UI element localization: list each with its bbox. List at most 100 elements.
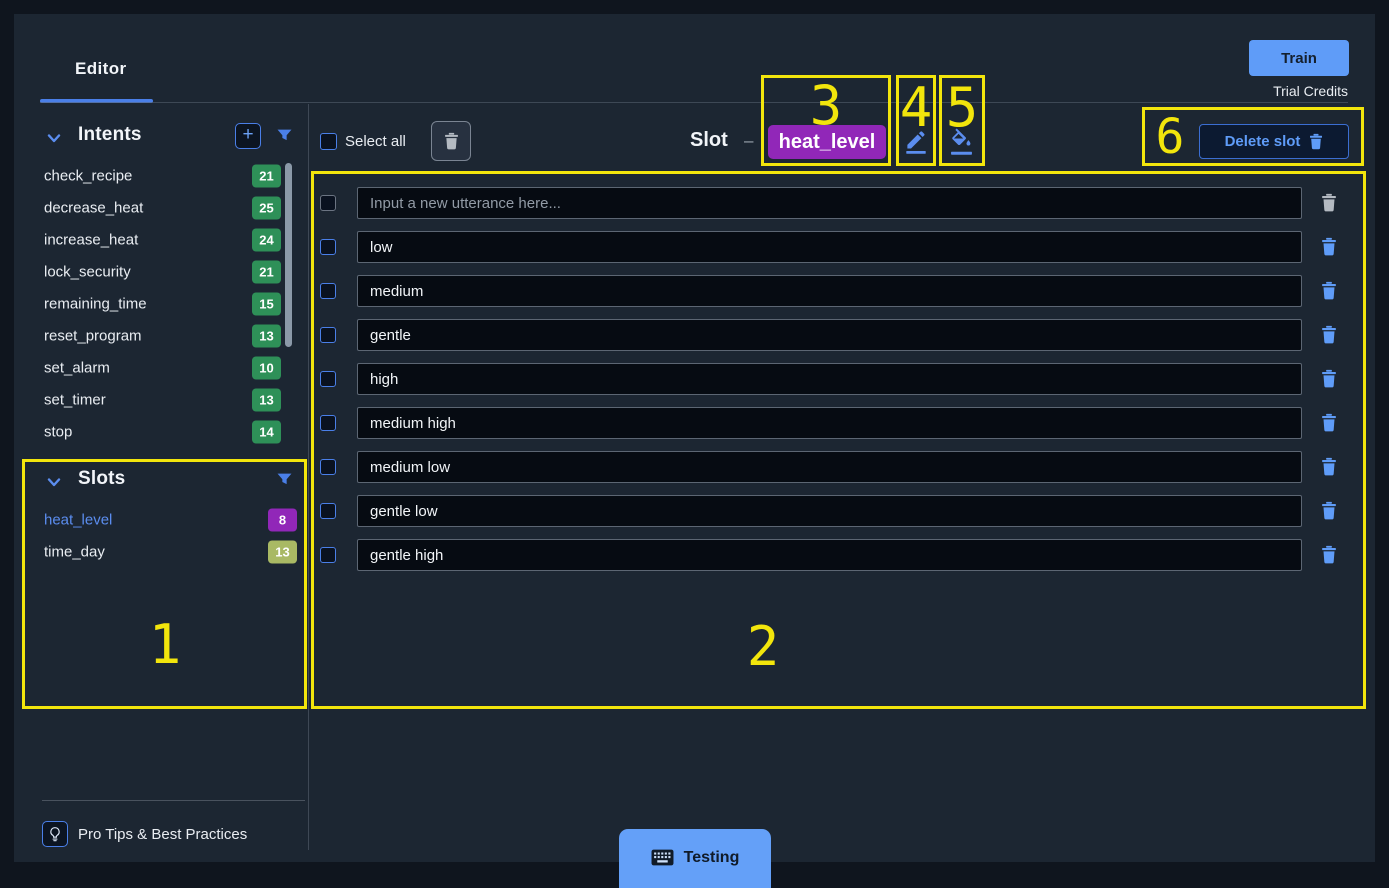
select-all-label: Select all <box>345 133 406 150</box>
utterance-input[interactable] <box>357 495 1302 527</box>
intents-scrollbar[interactable] <box>285 163 292 347</box>
utterance-input[interactable] <box>357 275 1302 307</box>
utterance-row <box>311 451 1366 483</box>
slots-filter-button[interactable] <box>277 473 292 492</box>
protips-divider <box>42 800 305 801</box>
edit-slot-button[interactable] <box>903 128 929 160</box>
intent-name: set_timer <box>44 391 106 409</box>
select-all-checkbox[interactable] <box>320 133 337 150</box>
utterance-checkbox[interactable] <box>320 459 336 475</box>
intent-count-badge: 24 <box>252 228 281 252</box>
utterance-input[interactable] <box>357 363 1302 395</box>
protips-label: Pro Tips & Best Practices <box>78 826 248 843</box>
lightbulb-icon <box>50 827 60 842</box>
utterance-checkbox[interactable] <box>320 415 336 431</box>
slot-item-heat-level[interactable]: heat_level 8 <box>24 504 306 536</box>
utterance-row <box>311 363 1366 395</box>
intent-item[interactable]: reset_program 13 <box>24 320 306 352</box>
intent-count-badge: 13 <box>252 324 281 348</box>
utterance-input[interactable] <box>357 407 1302 439</box>
tab-editor[interactable]: Editor <box>75 59 127 78</box>
slot-count-badge: 8 <box>268 508 297 532</box>
utterance-input[interactable] <box>357 539 1302 571</box>
intent-item[interactable]: decrease_heat 25 <box>24 192 306 224</box>
trash-icon[interactable] <box>1321 457 1337 476</box>
utterance-input[interactable] <box>357 451 1302 483</box>
utterance-checkbox[interactable] <box>320 503 336 519</box>
utterance-row <box>311 495 1366 527</box>
utterance-checkbox[interactable] <box>320 195 336 211</box>
edit-pencil-icon <box>906 131 926 154</box>
trash-icon[interactable] <box>1321 193 1337 212</box>
intents-collapse-chevron[interactable] <box>47 130 61 148</box>
intent-item[interactable]: increase_heat 24 <box>24 224 306 256</box>
intent-count-badge: 25 <box>252 196 281 220</box>
train-button[interactable]: Train <box>1249 40 1349 76</box>
delete-slot-label: Delete slot <box>1224 133 1301 150</box>
intent-item[interactable]: remaining_time 15 <box>24 288 306 320</box>
trash-icon <box>1310 133 1323 150</box>
trash-icon[interactable] <box>1321 545 1337 564</box>
trash-icon[interactable] <box>1321 237 1337 256</box>
bulk-delete-button[interactable] <box>431 121 471 161</box>
intent-item[interactable]: lock_security 21 <box>24 256 306 288</box>
trash-icon[interactable] <box>1321 413 1337 432</box>
intent-item[interactable]: set_timer 13 <box>24 384 306 416</box>
chevron-down-icon <box>47 134 61 143</box>
trash-icon[interactable] <box>1321 281 1337 300</box>
testing-button[interactable]: Testing <box>619 829 771 888</box>
new-utterance-input[interactable] <box>357 187 1302 219</box>
utterance-row <box>311 539 1366 571</box>
new-utterance-row <box>311 187 1366 219</box>
intent-count-badge: 10 <box>252 356 281 380</box>
utterance-checkbox[interactable] <box>320 239 336 255</box>
slot-name: heat_level <box>44 511 113 529</box>
utterance-checkbox[interactable] <box>320 283 336 299</box>
slot-name: time_day <box>44 543 105 561</box>
trial-credits-label: Trial Credits <box>1273 83 1348 99</box>
paint-bucket-icon <box>951 128 972 155</box>
tab-editor-underline <box>40 99 153 103</box>
intent-item[interactable]: stop 14 <box>24 416 306 448</box>
slot-item-time-day[interactable]: time_day 13 <box>24 536 306 568</box>
intents-title: Intents <box>78 124 142 145</box>
utterance-row <box>311 275 1366 307</box>
trash-icon[interactable] <box>1321 325 1337 344</box>
intent-name: increase_heat <box>44 231 139 249</box>
utterance-checkbox[interactable] <box>320 547 336 563</box>
slots-title: Slots <box>78 468 126 489</box>
intent-count-badge: 15 <box>252 292 281 316</box>
utterance-input[interactable] <box>357 231 1302 263</box>
trash-icon[interactable] <box>1321 369 1337 388</box>
slot-count-badge: 13 <box>268 540 297 564</box>
slot-page-title: Slot <box>690 129 728 151</box>
protips-button[interactable] <box>42 821 68 847</box>
tabbar-divider <box>40 102 1348 103</box>
slots-collapse-chevron[interactable] <box>47 474 61 492</box>
intent-count-badge: 21 <box>252 260 281 284</box>
add-intent-button[interactable]: + <box>235 123 261 149</box>
testing-label: Testing <box>683 849 740 866</box>
utterance-input[interactable] <box>357 319 1302 351</box>
intents-filter-button[interactable] <box>277 129 292 148</box>
delete-slot-button[interactable]: Delete slot <box>1199 124 1349 159</box>
filter-icon <box>277 129 292 141</box>
slot-title-dash: – <box>744 131 754 150</box>
chevron-down-icon <box>47 478 61 487</box>
keyboard-icon <box>651 849 674 866</box>
intent-name: decrease_heat <box>44 199 144 217</box>
utterance-row <box>311 231 1366 263</box>
sidebar-divider <box>308 104 309 850</box>
intent-item[interactable]: check_recipe 21 <box>24 160 306 192</box>
trash-icon[interactable] <box>1321 501 1337 520</box>
slot-color-button[interactable] <box>947 127 976 161</box>
intent-name: lock_security <box>44 263 131 281</box>
utterance-checkbox[interactable] <box>320 371 336 387</box>
intent-item[interactable]: set_alarm 10 <box>24 352 306 384</box>
intent-name: remaining_time <box>44 295 147 313</box>
utterance-checkbox[interactable] <box>320 327 336 343</box>
intent-name: reset_program <box>44 327 142 345</box>
intent-name: stop <box>44 423 73 441</box>
intent-name: set_alarm <box>44 359 110 377</box>
